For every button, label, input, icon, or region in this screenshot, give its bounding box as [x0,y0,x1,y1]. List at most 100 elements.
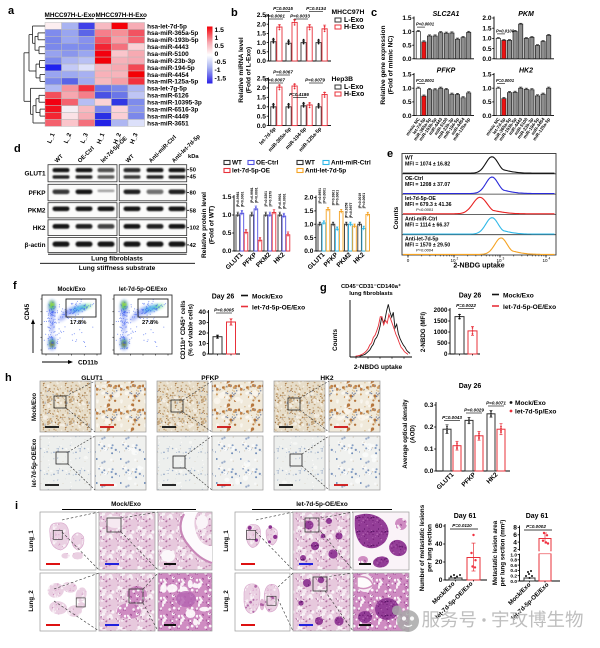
svg-text:Counts: Counts [332,329,339,351]
svg-text:let-7d-5p-OE/Exo: let-7d-5p-OE/Exo [32,438,38,487]
svg-text:P=0.0001: P=0.0001 [416,78,435,83]
svg-text:L-Exo: L-Exo [344,17,363,24]
svg-text:let-7d-5p-OE/Exo: let-7d-5p-OE/Exo [296,501,348,508]
svg-text:|P=0.0001: |P=0.0001 [336,190,340,206]
svg-text:Average optical density: Average optical density [402,399,409,469]
svg-text:Anti-let-7d-5p: Anti-let-7d-5p [305,168,346,175]
svg-text:1.0: 1.0 [304,221,313,228]
svg-text:|P=0.0001: |P=0.0001 [362,193,366,209]
svg-text:HK2: HK2 [320,375,334,382]
svg-text:(Fold of WT): (Fold of WT) [209,206,216,244]
svg-text:P=0.0007: P=0.0007 [265,78,285,83]
svg-text:hsa-miR-23b-3p: hsa-miR-23b-3p [147,58,195,65]
svg-text:H_3: H_3 [129,132,140,146]
svg-text:|P<0.0001: |P<0.0001 [254,187,258,203]
svg-text:PFKP: PFKP [201,375,219,382]
svg-text:GLUT1: GLUT1 [25,170,46,177]
svg-text:MFI = 1114 ± 66.37: MFI = 1114 ± 66.37 [405,222,450,228]
svg-text:10: 10 [496,258,502,263]
svg-text:WT: WT [305,160,315,167]
svg-text:0: 0 [444,351,448,358]
svg-text:1.0: 1.0 [222,212,231,219]
svg-text:50: 50 [190,168,196,174]
svg-text:WT: WT [125,153,136,164]
svg-text:P=0.0004: P=0.0004 [416,248,434,253]
svg-text:hsa-miR-193b-5p: hsa-miR-193b-5p [147,37,199,44]
svg-text:P=0.0079: P=0.0079 [305,78,325,83]
svg-text:L_2: L_2 [63,132,74,145]
svg-text:GLUT1: GLUT1 [81,375,103,382]
svg-text:β-actin: β-actin [25,242,46,249]
svg-text:80: 80 [190,191,196,197]
svg-text:CD11b: CD11b [78,360,98,367]
svg-text:i: i [15,500,18,512]
svg-text:8: 8 [513,525,517,532]
svg-text:58: 58 [190,208,197,214]
svg-text:MHCC97H-L-Exo: MHCC97H-L-Exo [45,12,96,19]
svg-text:0.5: 0.5 [257,49,266,56]
svg-text:1500: 1500 [434,318,448,325]
svg-text:2.5: 2.5 [257,76,266,83]
svg-text:Counts: Counts [393,206,400,229]
svg-text:Lung stiffness substrate: Lung stiffness substrate [79,265,156,272]
svg-text:1.5: 1.5 [482,25,491,32]
svg-text:let-7d-5p-OE/Exo: let-7d-5p-OE/Exo [119,287,168,293]
svg-text:|P=0.7379: |P=0.7379 [268,191,272,207]
svg-text:H_2: H_2 [112,132,123,146]
svg-text:10: 10 [542,258,548,263]
svg-text:0.0: 0.0 [257,123,266,130]
svg-text:e: e [387,148,393,160]
svg-text:L_3: L_3 [79,132,90,145]
svg-text:|P=0.9981: |P=0.9981 [250,187,254,203]
svg-text:0.5: 0.5 [222,230,231,237]
svg-text:(Fold of mimic NC): (Fold of mimic NC) [388,36,395,95]
svg-text:kDa: kDa [188,154,199,160]
svg-text:g: g [320,282,327,294]
svg-text:L_1: L_1 [46,132,57,145]
svg-text:Lung_2: Lung_2 [224,590,230,612]
svg-text:f: f [13,280,17,292]
svg-text:Mock/Exo: Mock/Exo [503,293,534,300]
svg-text:1.5: 1.5 [215,27,225,34]
svg-text:|P=0.9977: |P=0.9977 [349,203,353,219]
svg-text:1.0: 1.0 [257,40,266,47]
svg-text:0.0: 0.0 [304,248,313,255]
svg-text:Day 26: Day 26 [459,293,482,300]
svg-text:hsa-miR-365a-5p: hsa-miR-365a-5p [147,30,198,37]
svg-text:2.0: 2.0 [257,85,266,92]
svg-text:30: 30 [199,320,207,327]
svg-text:P<0.0001: P<0.0001 [416,22,435,27]
svg-text:1.5: 1.5 [257,31,266,38]
svg-text:2.0: 2.0 [304,195,313,202]
svg-text:1.0: 1.0 [402,85,411,92]
svg-text:P=0.0005: P=0.0005 [214,308,234,313]
svg-text:1000: 1000 [434,329,448,336]
svg-text:let-7d-5p-OE: let-7d-5p-OE [405,196,436,202]
svg-text:0: 0 [202,351,206,358]
svg-text:hsa-miR-6516-3p: hsa-miR-6516-3p [147,106,198,113]
svg-text:|P=0.5201: |P=0.5201 [264,191,268,207]
svg-text:0.0: 0.0 [402,113,411,120]
svg-text:Lung_1: Lung_1 [29,530,35,552]
svg-text:1.5: 1.5 [257,95,266,102]
svg-text:27.8%: 27.8% [142,320,158,326]
svg-text:Hep3B: Hep3B [332,76,354,83]
svg-text:|P<0.0001: |P<0.0001 [322,188,326,204]
svg-text:MHCC97H-H-Exo: MHCC97H-H-Exo [95,12,147,19]
svg-text:Anti-let-7d-5p: Anti-let-7d-5p [405,237,438,243]
svg-text:0.5: 0.5 [304,235,313,242]
svg-text:OE-Ctrl: OE-Ctrl [405,176,424,182]
svg-text:hsa-miR-125a-5p: hsa-miR-125a-5p [147,79,198,86]
svg-text:let-7d-5p-OE/Exo: let-7d-5p-OE/Exo [503,304,556,311]
svg-text:PFKP: PFKP [437,67,456,74]
svg-text:0.2: 0.2 [510,574,517,580]
svg-text:Relative protein level: Relative protein level [201,192,208,258]
svg-text:0.0: 0.0 [402,56,411,63]
svg-text:let-7d-5p-OE/Exo: let-7d-5p-OE/Exo [252,305,305,312]
svg-text:0.0: 0.0 [482,113,491,120]
svg-text:|P=0.9981: |P=0.9981 [236,192,240,208]
svg-text:0.5: 0.5 [257,113,266,120]
svg-text:|P=0.9901: |P=0.9901 [278,193,282,209]
svg-text:MFI = 1570 ± 29.50: MFI = 1570 ± 29.50 [405,243,450,249]
svg-text:|P=0.9901: |P=0.9901 [331,190,335,206]
